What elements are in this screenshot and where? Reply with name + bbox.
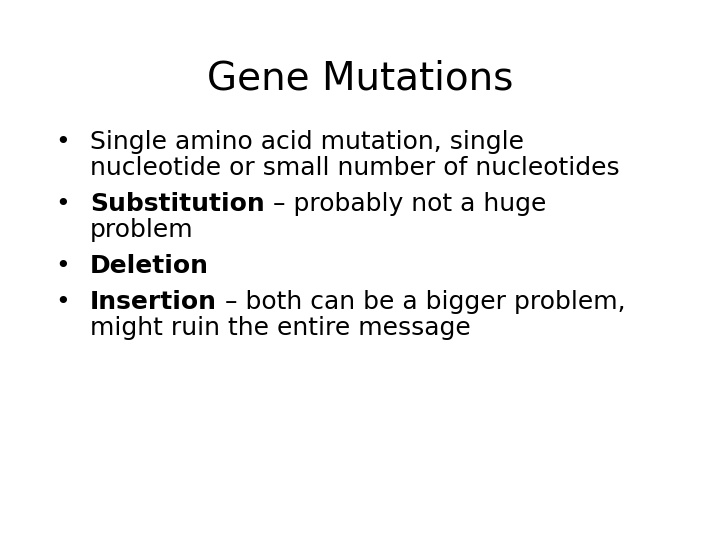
Text: – probably not a huge: – probably not a huge — [265, 192, 546, 216]
Text: – both can be a bigger problem,: – both can be a bigger problem, — [217, 290, 626, 314]
Text: nucleotide or small number of nucleotides: nucleotide or small number of nucleotide… — [90, 156, 620, 180]
Text: Single amino acid mutation, single: Single amino acid mutation, single — [90, 130, 524, 154]
Text: might ruin the entire message: might ruin the entire message — [90, 316, 471, 340]
Text: •: • — [55, 130, 70, 154]
Text: •: • — [55, 254, 70, 278]
Text: problem: problem — [90, 218, 194, 242]
Text: Substitution: Substitution — [90, 192, 265, 216]
Text: •: • — [55, 192, 70, 216]
Text: •: • — [55, 290, 70, 314]
Text: Gene Mutations: Gene Mutations — [207, 60, 513, 98]
Text: Insertion: Insertion — [90, 290, 217, 314]
Text: Deletion: Deletion — [90, 254, 209, 278]
